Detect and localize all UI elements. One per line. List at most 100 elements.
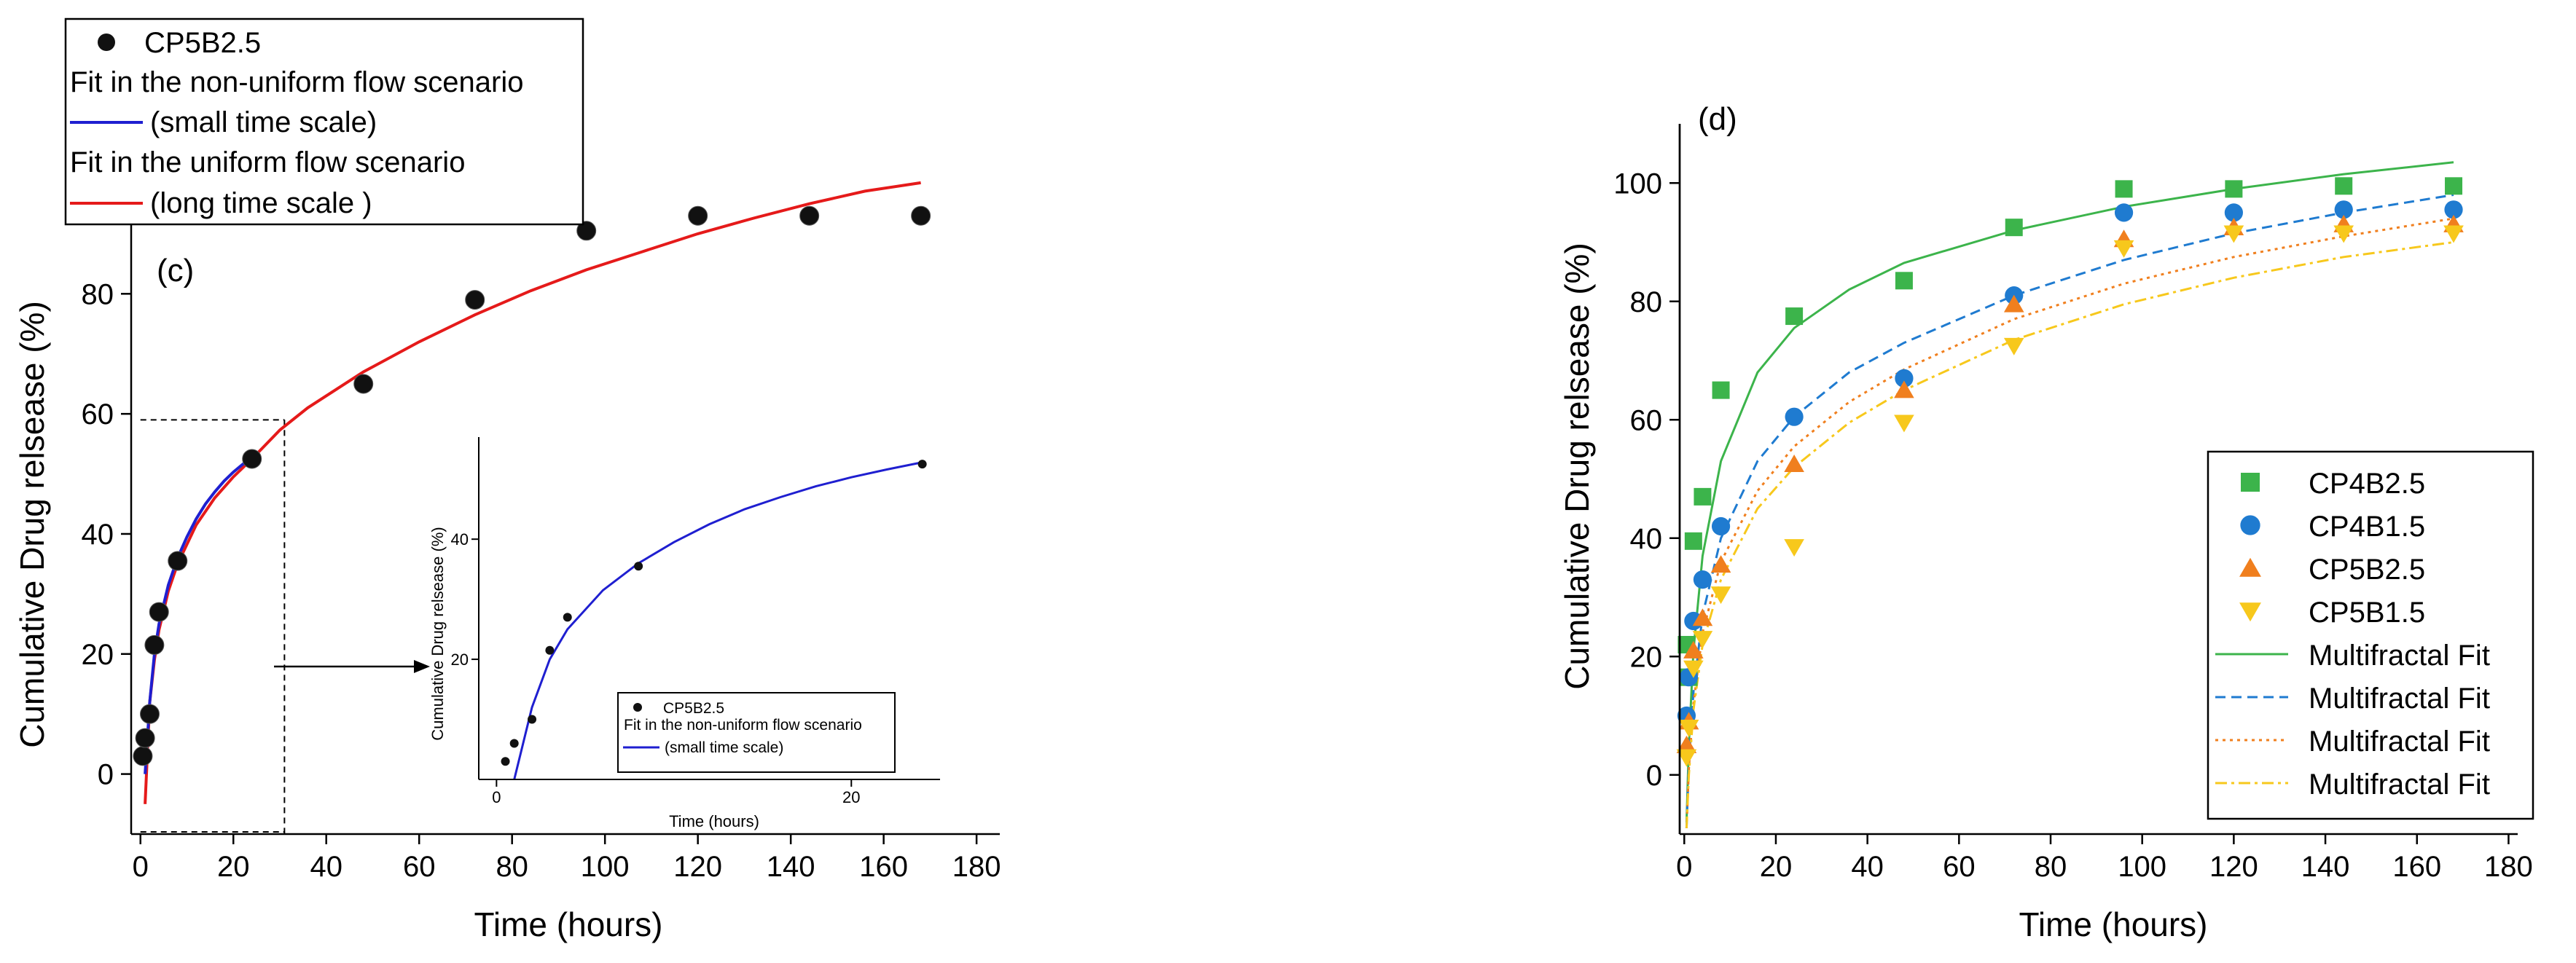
- panel-d-x-tick-label: 140: [2301, 851, 2350, 883]
- panel-d-legend-fit-label-1: Multifractal Fit: [2309, 683, 2490, 715]
- panel-d-point-CP5B1.5: [2223, 225, 2244, 243]
- panel-c-legend-box: [64, 17, 584, 226]
- panel-d-x-tick-label: 80: [2035, 851, 2067, 883]
- panel-c-point: [576, 221, 597, 241]
- inset-point: [501, 757, 510, 766]
- panel-c-inset: 0 20 20 40 Time (hours) Cumulative Drug rel…: [428, 437, 940, 830]
- panel-d-point-CP5B2.5: [2003, 294, 2024, 313]
- legend-uniform-label-2: (long time scale ): [150, 187, 372, 219]
- panel-c-y-tick-label: 0: [98, 759, 114, 791]
- panel-d-point-CP4B2.5: [2115, 180, 2133, 198]
- panel-c-x-tick-label: 140: [767, 851, 815, 883]
- panel-c-point: [149, 602, 169, 622]
- inset-y-tick-label: 40: [451, 530, 469, 549]
- panel-d-x-tick-label: 180: [2484, 851, 2533, 883]
- panel-d-point-CP5B2.5: [1894, 380, 1914, 398]
- panel-c-y-tick-label: 80: [82, 278, 114, 310]
- panel-d-point-CP4B2.5: [1684, 532, 1702, 550]
- panel-c-guides: [140, 419, 430, 834]
- panel-d-legend-marker-1: [2240, 515, 2260, 535]
- panel-c-point: [242, 449, 262, 469]
- panel-d-legend-box: [2207, 450, 2534, 820]
- panel-c-point: [799, 205, 820, 226]
- inset-legend-label-2: (small time scale): [665, 739, 783, 756]
- legend-uniform-label: Fit in the uniform flow scenario: [70, 146, 465, 178]
- panel-d-point-CP4B2.5: [1785, 307, 1804, 326]
- panel-d-point-CP4B1.5: [1693, 570, 1712, 589]
- inset-point: [509, 739, 519, 748]
- panel-d-point-CP5B1.5: [1692, 631, 1713, 649]
- inset-legend-label-1: Fit in the non-uniform flow scenario: [624, 717, 862, 734]
- panel-d-y-tick-label: 60: [1630, 404, 1663, 436]
- panel-d-point-CP5B1.5: [1678, 719, 1699, 737]
- panel-d-x-tick-label: 40: [1851, 851, 1884, 883]
- inset-point: [563, 613, 572, 622]
- inset-legend-box: [617, 692, 896, 773]
- legend-cp5b25-marker: [98, 34, 115, 51]
- panel-d-legend-label-2: CP5B2.5: [2309, 554, 2425, 586]
- panel-d-point-CP4B2.5: [2445, 177, 2463, 195]
- inset-y-tick-label: 20: [451, 650, 469, 669]
- panel-c-point: [168, 551, 188, 571]
- panel-d-point-CP5B1.5: [2333, 225, 2354, 243]
- panel-d-ylabel: Cumulative Drug relsease (%): [1558, 243, 1596, 690]
- panel-d-legend-fit-label-0: Multifractal Fit: [2309, 640, 2490, 672]
- panel-d-point-CP4B2.5: [2225, 180, 2243, 198]
- panel-d-point-CP5B1.5: [1784, 539, 1804, 557]
- panel-d-legend-marker-3: [2239, 602, 2261, 622]
- panel-d-legend-marker-2: [2239, 557, 2261, 577]
- panel-c-x-tick-label: 180: [952, 851, 1001, 883]
- inset-x-tick-label: 20: [842, 788, 860, 806]
- panel-d-point-CP4B1.5: [2334, 200, 2353, 219]
- inset-fit-line: [513, 461, 923, 780]
- panel-d-point-CP4B1.5: [1785, 407, 1804, 426]
- panel-c-ylabel: Cumulative Drug relsease (%): [13, 301, 51, 748]
- panel-d-legend-label-3: CP5B1.5: [2309, 597, 2425, 629]
- panel-c-axes: 0 20 40 60 80 100 120 140 160 180 0 20 40 60 80: [82, 186, 1001, 883]
- panel-d-point-CP4B2.5: [1694, 487, 1712, 506]
- panel-d-y-tick-label: 20: [1630, 641, 1663, 673]
- panel-d-label: (d): [1698, 101, 1737, 137]
- panel-c-chart: 0 20 40 60 80 100 120 140 160 180 0 20 40 60 80 (c) Ti…: [13, 17, 1001, 943]
- inset-ylabel: Cumulative Drug relsease (%): [428, 527, 447, 740]
- inset-point: [634, 562, 643, 571]
- panel-d-fit-line-3: [1685, 241, 2454, 828]
- panel-c-marks: [133, 181, 931, 804]
- inset-legend-marker: [633, 703, 642, 712]
- inset-xlabel: Time (hours): [669, 812, 759, 830]
- inset-marks: [501, 460, 927, 780]
- panel-d-point-CP5B2.5: [1710, 555, 1731, 573]
- panel-d-point-CP5B1.5: [2003, 337, 2024, 355]
- panel-c-x-tick-label: 20: [217, 851, 250, 883]
- panel-c-x-tick-label: 120: [673, 851, 722, 883]
- panel-c-x-tick-label: 80: [496, 851, 528, 883]
- panel-d-marks: [1676, 161, 2464, 828]
- panel-c-y-tick-label: 40: [82, 519, 114, 551]
- panel-d-point-CP4B1.5: [2224, 203, 2243, 222]
- panel-d-point-CP4B2.5: [1712, 381, 1730, 399]
- panel-d-point-CP5B1.5: [1683, 660, 1704, 678]
- panel-d-y-tick-label: 0: [1646, 760, 1662, 792]
- panel-d-legend-fit-label-3: Multifractal Fit: [2309, 769, 2490, 801]
- panel-d-legend-marker-0: [2241, 473, 2260, 492]
- panel-c-point: [465, 290, 485, 310]
- legend-cp5b25-label: CP5B2.5: [144, 27, 261, 59]
- panel-d-x-tick-label: 100: [2118, 851, 2166, 883]
- panel-d-point-CP4B1.5: [1711, 516, 1731, 536]
- inset-x-tick-label: 0: [492, 788, 501, 806]
- panel-c-arrow-head: [414, 660, 430, 673]
- panel-d-point-CP4B1.5: [2444, 200, 2463, 219]
- panel-d-legend: CP4B2.5 CP4B1.5 CP5B2.5 CP5B1.5 Multifractal…: [2207, 450, 2534, 820]
- panel-d-x-tick-label: 60: [1943, 851, 1976, 883]
- panel-c-point: [135, 728, 155, 748]
- inset-legend-label-0: CP5B2.5: [663, 700, 724, 717]
- inset-axes: 0 20 20 40: [451, 437, 940, 806]
- panel-c-x-tick-label: 160: [859, 851, 908, 883]
- panel-c-point: [911, 205, 931, 226]
- panel-d-x-tick-label: 120: [2209, 851, 2258, 883]
- panel-d-axes: 0 20 40 60 80 100 120 140 160 180 0 20 40 60 80 100: [1613, 124, 2533, 883]
- legend-nonuniform-label-2: (small time scale): [150, 106, 377, 138]
- panel-c-y-tick-label: 60: [82, 398, 114, 431]
- panel-d-point-CP4B1.5: [1895, 369, 1914, 388]
